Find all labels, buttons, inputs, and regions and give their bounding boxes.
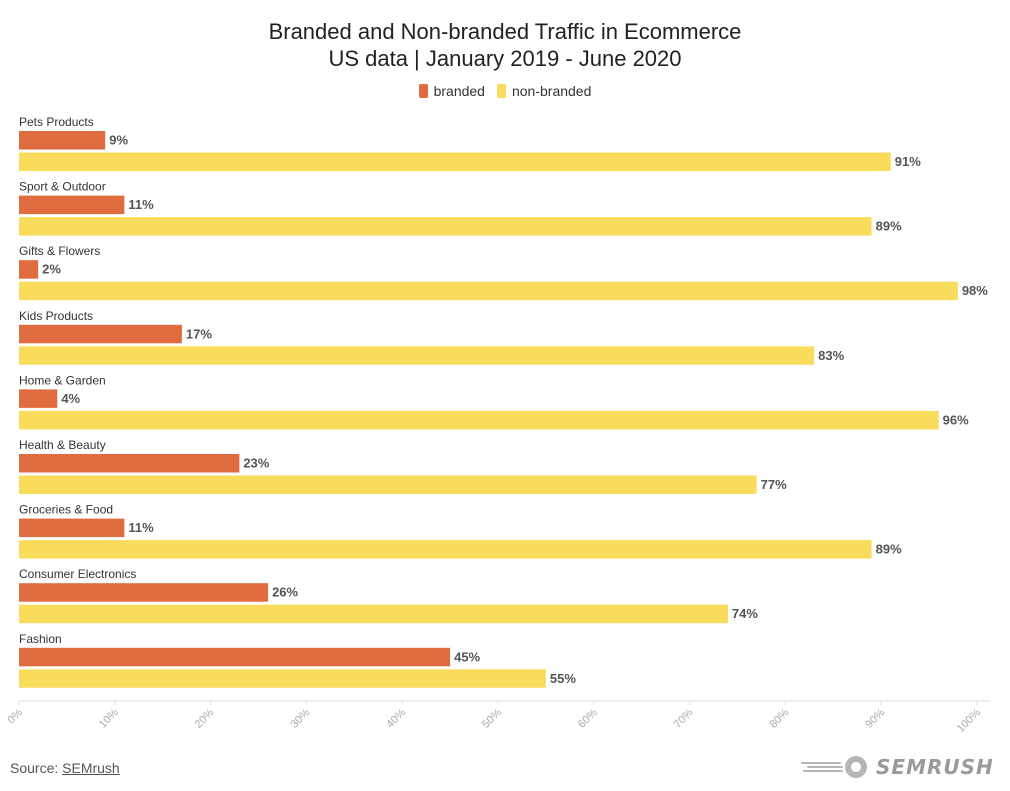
semrush-fireball-icon <box>801 756 867 778</box>
bar-branded[interactable] <box>19 195 125 215</box>
bar-branded[interactable] <box>19 131 106 150</box>
bar-branded[interactable] <box>19 454 240 473</box>
x-tick-label: 0% <box>5 706 25 726</box>
data-label-non-branded: 74% <box>732 606 758 621</box>
category-label: Pets Products <box>19 115 94 129</box>
data-label-non-branded: 83% <box>818 348 844 363</box>
bar-branded[interactable] <box>19 583 269 602</box>
semrush-logo: SEMRUSH <box>800 754 994 780</box>
category-label: Health & Beauty <box>19 438 106 452</box>
bar-non-branded[interactable] <box>19 152 891 172</box>
source-prefix: Source: <box>10 760 63 776</box>
legend: branded non-branded <box>0 83 1010 99</box>
data-label-non-branded: 89% <box>876 219 902 234</box>
chart-subtitle: US data | January 2019 - June 2020 <box>328 46 682 71</box>
category-label: Gifts & Flowers <box>19 244 100 258</box>
category-label: Kids Products <box>19 309 93 323</box>
x-tick-label: 70% <box>672 706 696 730</box>
data-label-non-branded: 55% <box>550 671 576 686</box>
bar-branded[interactable] <box>19 324 182 344</box>
legend-label-branded: branded <box>433 83 485 99</box>
source-link[interactable]: SEMrush <box>62 760 120 776</box>
data-label-branded: 11% <box>128 520 154 535</box>
logo-text: SEMRUSH <box>876 755 994 779</box>
data-label-branded: 9% <box>109 133 128 148</box>
category-label: Groceries & Food <box>19 503 113 517</box>
data-label-branded: 45% <box>454 649 480 664</box>
x-tick-label: 50% <box>480 706 504 730</box>
data-label-branded: 2% <box>42 262 61 277</box>
bar-non-branded[interactable] <box>19 540 872 559</box>
bar-branded[interactable] <box>19 647 451 667</box>
legend-swatch-branded <box>418 84 428 98</box>
legend-item-branded[interactable]: branded <box>418 83 485 99</box>
data-label-branded: 17% <box>186 326 212 341</box>
data-label-branded: 23% <box>243 456 269 471</box>
data-label-non-branded: 98% <box>962 283 988 298</box>
category-label: Fashion <box>19 632 62 646</box>
bar-branded[interactable] <box>19 518 125 538</box>
x-tick-label: 90% <box>863 706 887 730</box>
x-tick-label: 100% <box>955 706 984 735</box>
category-label: Home & Garden <box>19 373 106 387</box>
x-tick-label: 20% <box>193 706 217 730</box>
bar-non-branded[interactable] <box>19 346 815 365</box>
legend-item-non-branded[interactable]: non-branded <box>496 83 592 99</box>
x-tick-label: 80% <box>767 706 791 730</box>
x-tick-label: 40% <box>384 706 408 730</box>
data-label-branded: 26% <box>272 585 298 600</box>
data-label-non-branded: 89% <box>876 542 902 557</box>
bar-non-branded[interactable] <box>19 217 872 236</box>
x-tick-label: 10% <box>97 706 121 730</box>
x-tick-label: 60% <box>576 706 600 730</box>
bar-non-branded[interactable] <box>19 281 958 301</box>
chart-title: Branded and Non-branded Traffic in Ecomm… <box>268 19 742 44</box>
x-tick-label: 30% <box>288 706 312 730</box>
category-label: Sport & Outdoor <box>19 180 106 194</box>
bar-branded[interactable] <box>19 389 58 408</box>
bar-non-branded[interactable] <box>19 410 939 430</box>
bar-branded[interactable] <box>19 260 39 279</box>
data-label-non-branded: 77% <box>761 477 787 492</box>
data-label-branded: 11% <box>128 197 154 212</box>
legend-label-non-branded: non-branded <box>511 83 592 99</box>
data-label-branded: 4% <box>61 391 80 406</box>
category-label: Consumer Electronics <box>19 567 136 581</box>
data-label-non-branded: 96% <box>943 412 969 427</box>
legend-swatch-non-branded <box>496 84 506 98</box>
bar-non-branded[interactable] <box>19 604 728 624</box>
source-note: Source: SEMrush <box>10 760 120 776</box>
bar-non-branded[interactable] <box>19 475 757 495</box>
bar-chart: Pets Products 9% 91% Sport & Outdoor 11% 89% G… <box>5 115 990 735</box>
bar-non-branded[interactable] <box>19 669 546 688</box>
data-label-non-branded: 91% <box>895 154 921 169</box>
